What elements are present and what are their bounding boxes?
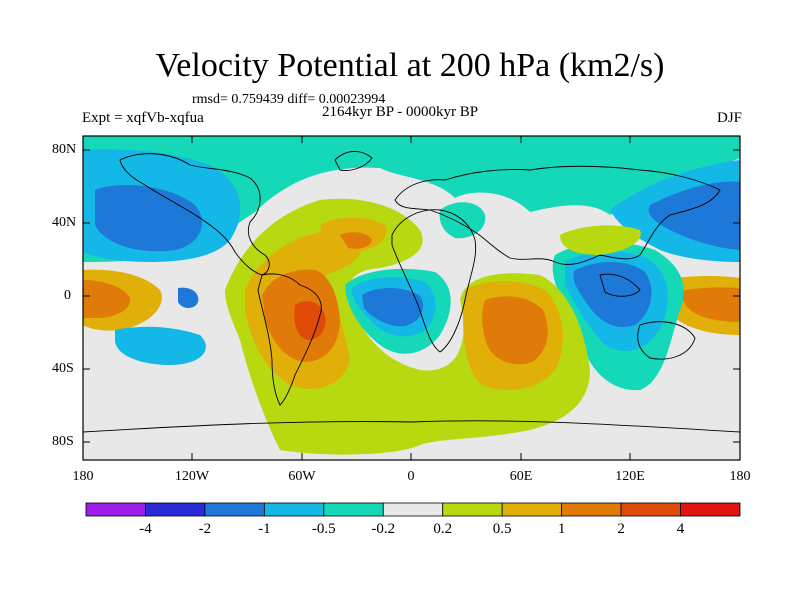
colorbar bbox=[85, 502, 741, 517]
colorbar-label: -0.5 bbox=[311, 521, 336, 537]
colorbar-label: -4 bbox=[139, 521, 152, 537]
contour-field bbox=[83, 136, 740, 460]
stats-text: rmsd= 0.759439 diff= 0.00023994 bbox=[192, 92, 386, 107]
coast-australia bbox=[637, 321, 696, 360]
period-label: 2164kyr BP - 0000kyr BP bbox=[322, 104, 479, 120]
contour-orange2-cpac-e bbox=[682, 287, 740, 322]
colorbar-swatch bbox=[85, 502, 146, 517]
contour-cyan-sepac bbox=[115, 326, 206, 365]
colorbar-label: 0.5 bbox=[492, 521, 512, 537]
colorbar-label: 4 bbox=[676, 521, 685, 537]
season-label: DJF bbox=[716, 110, 742, 126]
contour-blue-asia bbox=[648, 181, 740, 250]
colorbar-swatch bbox=[680, 502, 741, 517]
colorbar-swatch bbox=[561, 502, 622, 517]
axis-ticks bbox=[82, 136, 741, 460]
colorbar-label: -2 bbox=[198, 521, 212, 537]
lon-label-60w: 60W bbox=[288, 469, 316, 484]
lon-label-120e: 120E bbox=[615, 469, 645, 484]
contour-blue-satl bbox=[362, 287, 424, 327]
coast-eurasia bbox=[394, 165, 721, 265]
colorbar-label: 1 bbox=[557, 521, 566, 537]
lat-label-80n: 80N bbox=[52, 142, 77, 157]
lon-label-180w: 180 bbox=[72, 469, 94, 484]
contour-orange2-natl bbox=[340, 232, 372, 249]
colorbar-swatch bbox=[263, 502, 325, 517]
contour-orange2-cpac-w bbox=[83, 280, 131, 318]
colorbar-label: 2 bbox=[617, 521, 625, 537]
coast-borneo bbox=[599, 273, 641, 297]
contour-red-sam bbox=[294, 301, 326, 340]
coast-antarctica bbox=[83, 420, 740, 433]
colorbar-swatch bbox=[620, 502, 681, 517]
colorbar-label: -0.2 bbox=[371, 521, 396, 537]
lon-label-120w: 120W bbox=[174, 469, 210, 484]
chart-title: Velocity Potential at 200 hPa (km2/s) bbox=[155, 47, 665, 84]
colorbar-label: -1 bbox=[258, 521, 271, 537]
colorbar-label: 0.2 bbox=[433, 521, 453, 537]
colorbar-swatch bbox=[204, 502, 265, 517]
contour-green-asia bbox=[560, 225, 641, 255]
lat-label-40n: 40N bbox=[52, 215, 77, 230]
coast-greenland bbox=[334, 151, 373, 171]
contour-blue-wpac bbox=[573, 261, 652, 328]
lon-label-60e: 60E bbox=[509, 469, 533, 484]
coast-north-america bbox=[119, 153, 270, 276]
lon-label-180e: 180 bbox=[729, 469, 751, 484]
coast-south-america bbox=[257, 273, 322, 406]
lat-label-0: 0 bbox=[64, 288, 71, 303]
colorbar-swatch bbox=[323, 502, 384, 517]
lat-label-40s: 40S bbox=[52, 361, 74, 376]
coastlines bbox=[83, 151, 740, 433]
lat-label-80s: 80S bbox=[52, 434, 74, 449]
contour-orange2-io bbox=[482, 296, 548, 365]
contour-teal-north bbox=[83, 136, 740, 262]
colorbar-swatch bbox=[145, 502, 206, 517]
coast-africa bbox=[391, 209, 477, 353]
colorbar-swatch bbox=[382, 502, 444, 517]
contour-blue-small bbox=[178, 287, 199, 308]
contour-blue-na bbox=[95, 185, 203, 252]
colorbar-swatch bbox=[501, 502, 563, 517]
experiment-label: Expt = xqfVb-xqfua bbox=[82, 110, 204, 126]
lon-label-0: 0 bbox=[407, 469, 415, 484]
colorbar-swatch bbox=[442, 502, 503, 517]
